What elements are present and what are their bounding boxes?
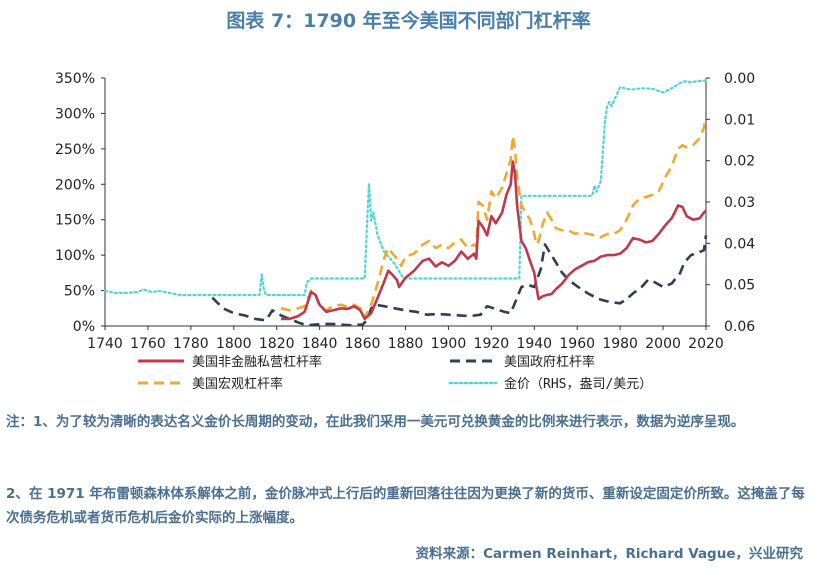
x-tick-label: 1740 — [87, 336, 123, 352]
y-left-tick-label: 200% — [55, 177, 95, 193]
x-tick-label: 2020 — [688, 336, 724, 352]
note-1: 注：1、为了较为清晰的表达名义金价长周期的变动，在此我们采用一美元可兑换黄金的比… — [6, 414, 745, 430]
chart-series — [103, 79, 708, 327]
x-tick-label: 1820 — [259, 336, 295, 352]
source-text: 资料来源：Carmen Reinhart，Richard Vague，兴业研究 — [415, 546, 803, 562]
y-right-tick-label: 0.02 — [724, 154, 755, 170]
x-tick-label: 1880 — [388, 336, 424, 352]
series-government-leverage — [211, 235, 708, 327]
x-tick-label: 1980 — [602, 336, 638, 352]
y-right-tick-label: 0.04 — [724, 236, 755, 252]
y-left-tick-label: 150% — [55, 213, 95, 229]
y-left-tick-label: 350% — [55, 71, 95, 87]
chart-axes: 1740 1760 1780 1800 1820 1840 1860 1880 1900 1920… — [55, 71, 755, 352]
x-tick-label: 1800 — [216, 336, 252, 352]
x-tick-label: 1940 — [516, 336, 552, 352]
legend-label: 美国非金融私营杠杆率 — [192, 354, 322, 370]
legend-label: 美国宏观杠杆率 — [192, 376, 283, 392]
series-private-leverage — [281, 160, 707, 321]
series-gold-price — [103, 79, 708, 297]
chart-title: 图表 7：1790 年至今美国不同部门杠杆率 — [226, 10, 591, 32]
y-right-tick-label: 0.03 — [724, 195, 755, 211]
x-tick-label: 1920 — [474, 336, 510, 352]
y-left-tick-label: 0% — [73, 319, 95, 335]
y-left-tick-label: 250% — [55, 142, 95, 158]
y-right-tick-label: 0.00 — [724, 71, 755, 87]
y-left-tick-label: 300% — [55, 106, 95, 122]
x-tick-label: 1840 — [302, 336, 338, 352]
x-tick-label: 1960 — [559, 336, 595, 352]
leverage-chart: 1740 1760 1780 1800 1820 1840 1860 1880 1900 1920… — [55, 71, 755, 392]
y-right-tick-label: 0.06 — [724, 319, 755, 335]
legend-label: 美国政府杠杆率 — [504, 354, 595, 370]
x-tick-label: 1780 — [173, 336, 209, 352]
x-tick-label: 1760 — [130, 336, 166, 352]
y-right-tick-label: 0.01 — [724, 112, 755, 128]
x-tick-label: 1860 — [345, 336, 381, 352]
legend-label: 金价（RHS，盎司/美元） — [504, 376, 652, 392]
y-left-tick-label: 100% — [55, 248, 95, 264]
y-left-tick-label: 50% — [64, 284, 95, 300]
note-2: 2、在 1971 年布雷顿森林体系解体之前，金价脉冲式上行后的重新回落往往因为更… — [6, 486, 805, 526]
x-tick-label: 2000 — [645, 336, 681, 352]
y-right-tick-label: 0.05 — [724, 278, 755, 294]
x-tick-label: 1900 — [431, 336, 467, 352]
